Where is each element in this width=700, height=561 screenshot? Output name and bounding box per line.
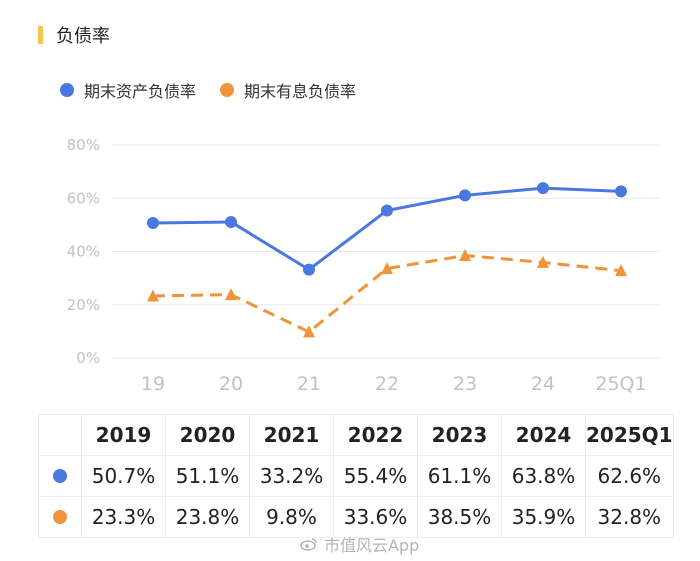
y-tick-label: 40% [67, 243, 100, 261]
x-tick-label: 21 [297, 373, 321, 395]
table-header-cell: 2021 [249, 414, 334, 456]
data-point [147, 217, 159, 230]
x-tick-label: 20 [219, 373, 243, 395]
x-tick-label: 24 [531, 373, 555, 395]
table-cell: 50.7% [81, 455, 166, 497]
watermark-text: 市值风云App [324, 536, 420, 555]
table-cell: 33.6% [333, 496, 418, 538]
y-tick-label: 20% [67, 296, 100, 314]
data-point [537, 255, 549, 268]
table-header-cell: 2023 [417, 414, 502, 456]
legend: 期末资产负债率 期末有息负债率 [60, 78, 380, 102]
table-row: 23.3% 23.8% 9.8% 33.6% 38.5% 35.9% 32.8% [38, 496, 674, 538]
row-marker-orange [53, 510, 67, 524]
line-chart: 0% 20% 40% 60% 80% 19 20 21 22 23 24 25Q1 [67, 136, 660, 395]
legend-item-asset-liability: 期末资产负债率 [60, 78, 196, 102]
y-tick-label: 60% [67, 189, 100, 207]
row-marker-blue [53, 469, 67, 483]
title-accent-bar [38, 26, 43, 44]
series-line-asset-liability [152, 186, 622, 272]
table-header-cell: 2020 [165, 414, 250, 456]
table-cell: 38.5% [417, 496, 502, 538]
weibo-icon [300, 538, 317, 551]
table-header-cell: 2025Q1 [585, 414, 674, 456]
data-point [615, 264, 627, 277]
table-cell: 35.9% [501, 496, 586, 538]
legend-label: 期末有息负债率 [244, 82, 357, 101]
data-point [147, 289, 159, 302]
legend-marker-blue [60, 83, 74, 97]
table-cell: 61.1% [417, 455, 502, 497]
data-point [459, 248, 471, 261]
x-tick-label: 23 [453, 373, 477, 395]
data-point [459, 189, 471, 202]
table-cell: 32.8% [585, 496, 674, 538]
table-cell: 63.8% [501, 455, 586, 497]
x-tick-label: 22 [375, 373, 399, 395]
table-corner-cell [38, 414, 82, 456]
x-tick-label: 19 [141, 373, 165, 395]
data-point [225, 288, 237, 301]
table-header-row: 2019 2020 2021 2022 2023 2024 2025Q1 [38, 414, 674, 456]
table-header-cell: 2022 [333, 414, 418, 456]
table-cell: 23.8% [165, 496, 250, 538]
table-header-cell: 2019 [81, 414, 166, 456]
chart-title: 负债率 [56, 26, 110, 47]
table-header-cell: 2024 [501, 414, 586, 456]
x-tick-label: 25Q1 [595, 373, 646, 395]
table-row-marker-cell [38, 496, 82, 538]
table-cell: 33.2% [249, 455, 334, 497]
table-row-marker-cell [38, 455, 82, 497]
table-cell: 62.6% [585, 455, 674, 497]
data-table: 2019 2020 2021 2022 2023 2024 2025Q1 50.… [38, 414, 674, 538]
data-point [537, 182, 549, 195]
y-tick-label: 80% [67, 136, 100, 154]
legend-item-interest-bearing: 期末有息负债率 [220, 78, 356, 102]
data-point [303, 263, 315, 276]
table-cell: 23.3% [81, 496, 166, 538]
data-point [381, 262, 393, 275]
table-cell: 55.4% [333, 455, 418, 497]
legend-label: 期末资产负债率 [84, 82, 197, 101]
table-cell: 9.8% [249, 496, 334, 538]
data-point [303, 325, 315, 338]
data-point [381, 204, 393, 217]
data-point [225, 215, 237, 228]
watermark: 市值风云App [300, 532, 419, 556]
y-tick-label: 0% [76, 349, 100, 367]
data-point [615, 185, 627, 198]
table-cell: 51.1% [165, 455, 250, 497]
table-row: 50.7% 51.1% 33.2% 55.4% 61.1% 63.8% 62.6… [38, 455, 674, 497]
legend-marker-orange [220, 83, 235, 97]
